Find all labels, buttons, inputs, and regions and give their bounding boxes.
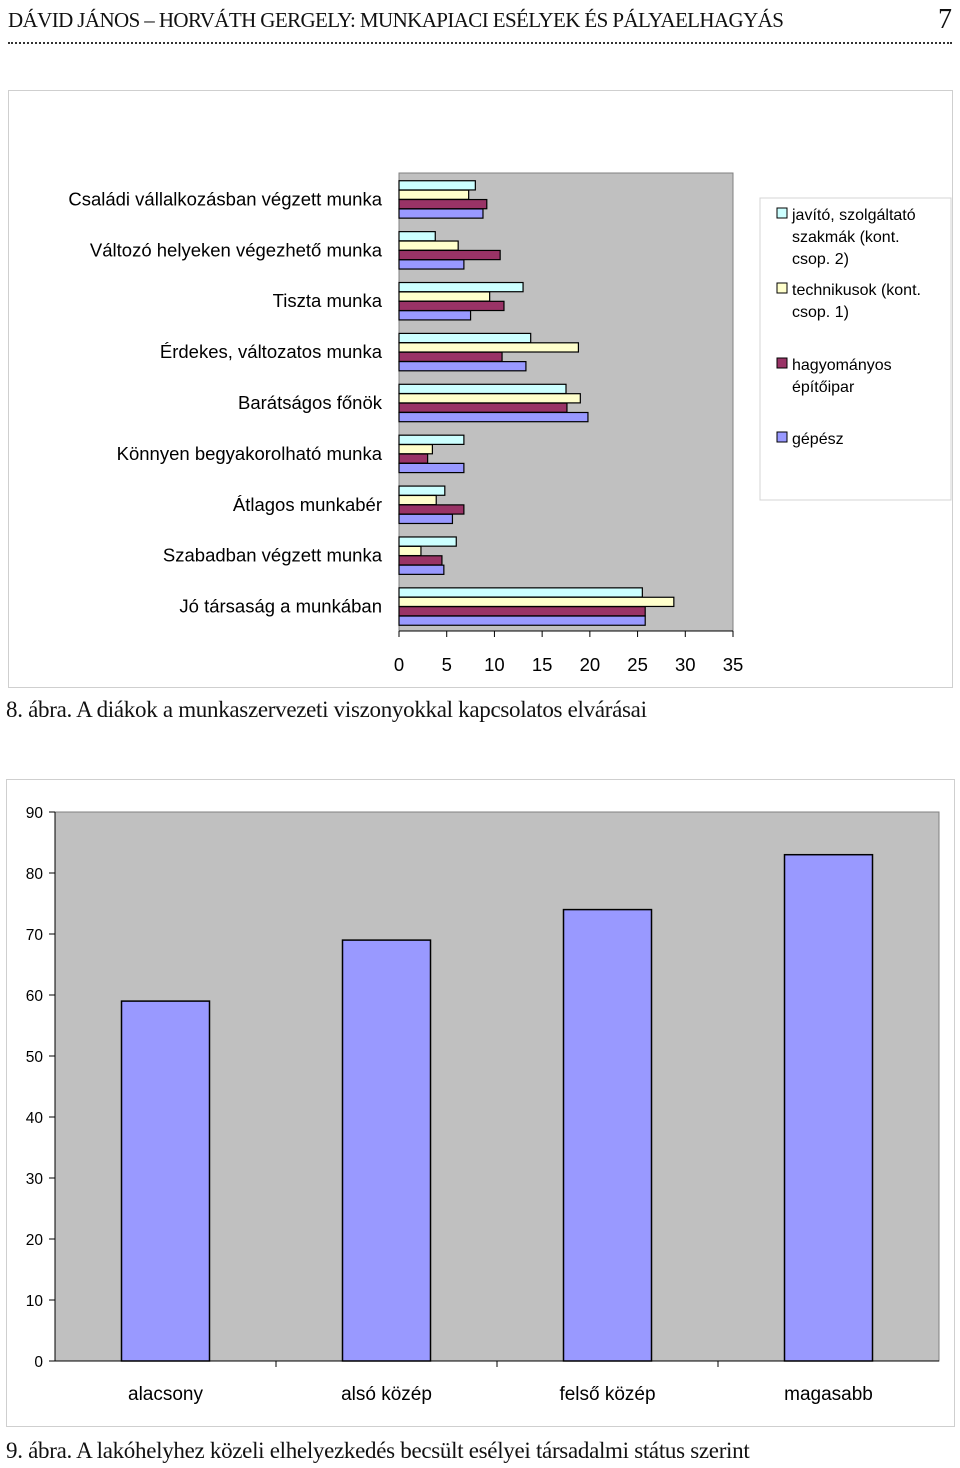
chart1-bar	[398, 259, 465, 270]
page-header: DÁVID JÁNOS – HORVÁTH GERGELY: MUNKAPIAC…	[8, 4, 952, 44]
chart2-y-tick-label: 70	[26, 927, 44, 944]
chart2-x-tick-label: alacsony	[128, 1384, 203, 1405]
chart1-category-label: Tiszta munka	[273, 290, 383, 311]
chart1-bar	[398, 208, 484, 219]
chart1-bar	[398, 462, 465, 474]
chart2-y-tick-label: 60	[26, 988, 44, 1005]
chart1-legend-label: technikusok (kont. csop. 1)	[792, 282, 921, 321]
chart1-legend-label: gépész	[792, 431, 844, 448]
chart2-y-tick-label: 90	[26, 805, 44, 822]
chart1-legend-swatch	[776, 207, 788, 219]
chart2-vertical-bar: 0 10 20 30 40 50 60 70 80 90 alacsony alsó közép fel…	[26, 805, 940, 1405]
chart1-horizontal-bar: Családi vállalkozásban végzett munka Vált…	[68, 172, 952, 675]
chart2-x-tick-label: magasabb	[784, 1384, 873, 1405]
chart1-x-tick-label: 30	[675, 654, 696, 675]
chart1-x-tick-label: 25	[627, 654, 648, 675]
chart2-y-tick-label: 50	[26, 1049, 44, 1066]
chart1-category-label: Változó helyeken végezhető munka	[90, 239, 383, 260]
chart1-legend-swatch	[776, 282, 788, 294]
chart1-x-tick-label: 15	[532, 654, 553, 675]
chart1-bar	[398, 513, 454, 525]
header-divider	[8, 42, 952, 44]
chart1-bar	[398, 615, 646, 626]
chart2-x-tick-label: felső közép	[559, 1384, 655, 1405]
running-title: DÁVID JÁNOS – HORVÁTH GERGELY: MUNKAPIAC…	[8, 8, 784, 32]
chart1-legend-label: javító, szolgáltató szakmák (kont. csop. 2…	[791, 207, 916, 268]
chart1-category-label: Könnyen begyakorolható munka	[117, 443, 383, 464]
chart1-caption: 8. ábra. A diákok a munkaszervezeti visz…	[6, 697, 647, 722]
chart1-legend-swatch	[776, 431, 788, 443]
chart1-bar	[398, 361, 527, 372]
chart2-y-tick-label: 10	[26, 1293, 44, 1310]
chart2-y-tick-label: 80	[26, 866, 44, 883]
chart1-category-label: Átlagos munkabér	[233, 494, 382, 515]
chart2-bar	[562, 908, 653, 1362]
chart1-x-tick-label: 35	[723, 654, 744, 675]
chart1-category-label: Családi vállalkozásban végzett munka	[68, 188, 382, 209]
chart2-bar	[783, 853, 874, 1362]
chart2-y-tick-label: 0	[34, 1354, 43, 1371]
chart1-x-tick-label: 10	[484, 654, 505, 675]
chart1-category-label: Szabadban végzett munka	[163, 545, 383, 566]
chart1-category-label: Barátságos főnök	[238, 392, 383, 413]
chart1-bar	[398, 310, 472, 321]
page-number: 7	[938, 4, 952, 35]
chart2-caption: 9. ábra. A lakóhelyhez közeli elhelyezke…	[6, 1438, 750, 1463]
chart1-category-label: Jó társaság a munkában	[179, 596, 382, 617]
chart1-category-label: Érdekes, változatos munka	[160, 341, 383, 362]
chart1-legend-swatch	[776, 357, 788, 369]
chart2-y-tick-label: 40	[26, 1110, 44, 1127]
chart1-x-tick-label: 0	[394, 654, 404, 675]
chart1-legend-label: hagyományos építőipar	[792, 357, 892, 396]
chart1-bar	[398, 411, 589, 423]
chart1-bar	[398, 536, 457, 547]
chart1-bar	[398, 564, 445, 575]
chart2-x-tick-label: alsó közép	[341, 1384, 432, 1405]
chart1-legend	[759, 197, 952, 501]
chart2-y-tick-label: 30	[26, 1171, 44, 1188]
chart2-y-tick-label: 20	[26, 1232, 44, 1249]
chart2-bar	[341, 939, 432, 1362]
chart1-x-tick-label: 20	[580, 654, 601, 675]
chart2-bar	[120, 1000, 211, 1362]
chart1-x-tick-label: 5	[442, 654, 452, 675]
